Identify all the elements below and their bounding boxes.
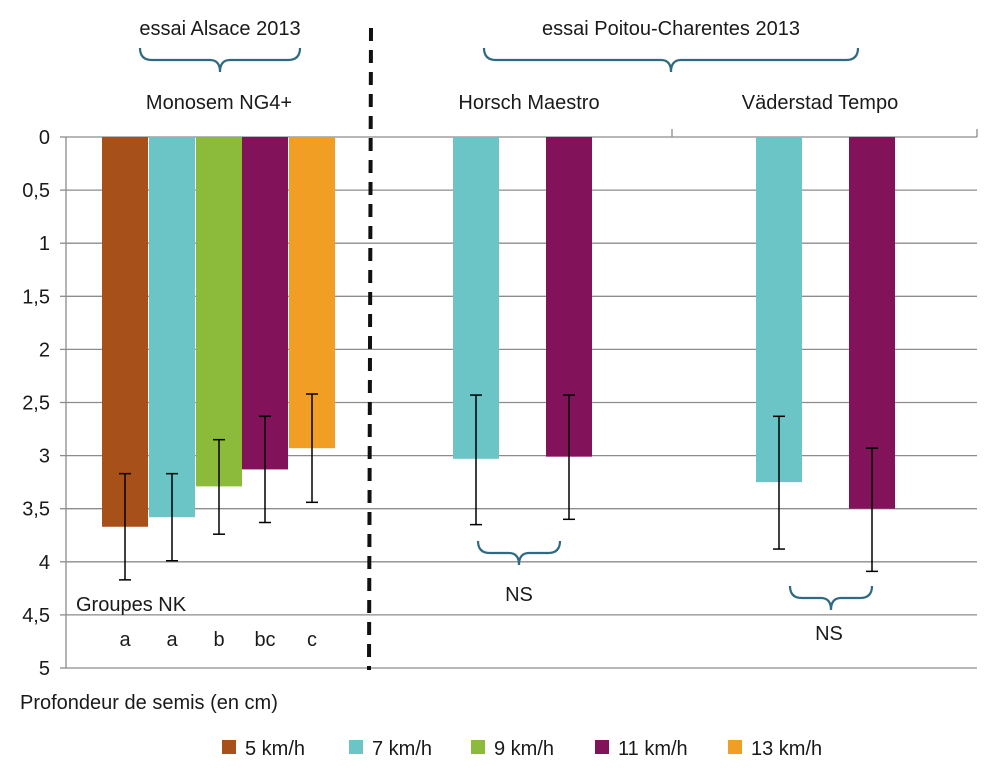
drill-label: Monosem NG4+ xyxy=(146,92,292,114)
legend-item: 13 km/h xyxy=(728,738,822,760)
y-tick-label: 5 xyxy=(39,658,50,680)
groups-label: Groupes NK xyxy=(76,594,187,616)
y-tick-label: 3,5 xyxy=(22,499,50,521)
y-tick-label: 4,5 xyxy=(22,605,50,627)
bar xyxy=(242,137,288,470)
legend-swatch xyxy=(349,740,363,754)
ns-brace xyxy=(476,540,562,566)
y-tick-label: 2 xyxy=(39,339,50,361)
trial-title: essai Poitou-Charentes 2013 xyxy=(542,18,800,40)
group-letter: bc xyxy=(254,629,275,651)
group-letter: b xyxy=(213,629,224,651)
legend-label: 5 km/h xyxy=(245,738,305,760)
y-tick-label: 1 xyxy=(39,233,50,255)
legend-swatch xyxy=(471,740,485,754)
group-letter: a xyxy=(119,629,131,651)
y-tick-label: 1,5 xyxy=(22,286,50,308)
y-axis-label: Profondeur de semis (en cm) xyxy=(20,692,278,714)
legend-label: 13 km/h xyxy=(751,738,822,760)
drill-label: Horsch Maestro xyxy=(458,92,599,114)
drill-label: Väderstad Tempo xyxy=(742,92,898,114)
legend-swatch xyxy=(222,740,236,754)
y-tick-label: 2,5 xyxy=(22,393,50,415)
legend-item: 11 km/h xyxy=(595,738,688,760)
legend-swatch xyxy=(595,740,609,754)
bar xyxy=(102,137,148,527)
ns-label: NS xyxy=(815,623,843,645)
legend-item: 5 km/h xyxy=(222,738,305,760)
legend-label: 9 km/h xyxy=(494,738,554,760)
group-letter: c xyxy=(307,629,317,651)
bar xyxy=(849,137,895,509)
legend-swatch xyxy=(728,740,742,754)
group-letter: a xyxy=(166,629,178,651)
trial-brace xyxy=(138,47,302,73)
y-tick-label: 3 xyxy=(39,446,50,468)
trial-separator xyxy=(367,27,373,671)
y-tick-label: 0 xyxy=(39,127,50,149)
legend-item: 9 km/h xyxy=(471,738,554,760)
legend-label: 11 km/h xyxy=(618,738,688,760)
bar xyxy=(196,137,242,487)
y-tick-label: 0,5 xyxy=(22,180,50,202)
ns-brace xyxy=(788,585,874,611)
legend-label: 7 km/h xyxy=(372,738,432,760)
bar xyxy=(149,137,195,518)
trial-title: essai Alsace 2013 xyxy=(139,18,300,40)
trial-brace xyxy=(482,47,860,73)
legend-item: 7 km/h xyxy=(349,738,432,760)
y-tick-label: 4 xyxy=(39,552,50,574)
ns-label: NS xyxy=(505,584,533,606)
